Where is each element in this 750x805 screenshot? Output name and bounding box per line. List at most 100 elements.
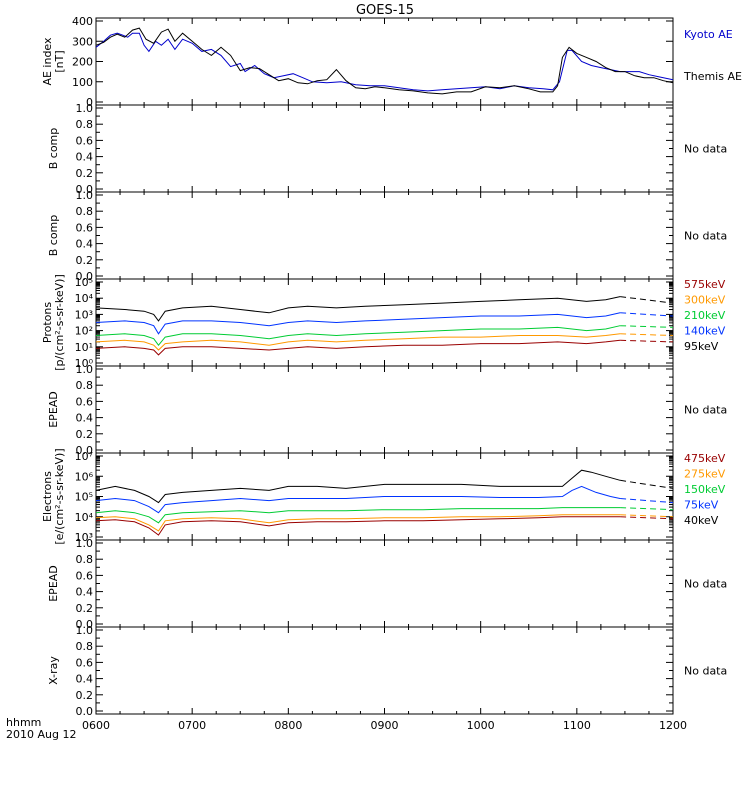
legend-label-95kev: 95keV <box>684 340 719 353</box>
panel-frame <box>95 191 674 280</box>
y-axis-label: EPEAD <box>47 565 60 602</box>
y-tick-label: 0.8 <box>76 379 94 392</box>
series-dashed-475kev <box>620 516 674 520</box>
panel-b1: 0.0 0.2 0.4 0.6 0.8 1.0 B comp No data <box>47 102 727 196</box>
y-tick-label: 10⁴ <box>75 511 94 524</box>
panel-ae: 0 100 200 300 400 AE index [nT] Kyoto AE Themis … <box>41 15 742 109</box>
y-tick-label: 0.4 <box>76 151 94 164</box>
series-line-75kev <box>95 485 621 514</box>
y-tick-label: 200 <box>72 56 93 69</box>
y-axis-label: EPEAD <box>47 391 60 428</box>
y-tick-label: 0.4 <box>76 586 94 599</box>
y-tick-label: 0.4 <box>76 238 94 251</box>
series-line-210kev <box>95 325 621 347</box>
y-tick-label: 0.6 <box>76 569 94 582</box>
legend-label-575kev: 575keV <box>684 278 726 291</box>
y-axis-label: AE index <box>41 37 54 86</box>
panel-frame <box>95 17 674 106</box>
y-tick-label: 10⁶ <box>75 470 94 483</box>
y-tick-label: 0.0 <box>76 444 94 457</box>
no-data-label: No data <box>684 143 727 156</box>
no-data-label: No data <box>684 665 727 678</box>
series-line-300kev <box>95 333 621 351</box>
series-line-themis-ae <box>95 27 674 95</box>
y-tick-label: 0.0 <box>76 183 94 196</box>
legend-label-150kev: 150keV <box>684 483 726 496</box>
footer-time-label: hhmm <box>6 716 41 729</box>
panel-frame <box>95 365 674 454</box>
legend-label-themis-ae: Themis AE <box>683 70 742 83</box>
legend-label-40kev: 40keV <box>684 514 719 527</box>
x-tick-label: 1100 <box>563 719 591 732</box>
y-tick-label: 10⁷ <box>75 450 93 463</box>
series-dashed-275kev <box>620 514 674 518</box>
series-line-40kev <box>95 469 621 504</box>
figure-title: GOES-15 <box>356 3 414 18</box>
legend-label-300kev: 300keV <box>684 294 726 307</box>
y-tick-label: 1.0 <box>76 189 94 202</box>
y-tick-label: 0.8 <box>76 205 94 218</box>
series-dashed-210kev <box>620 325 674 328</box>
legend-label-75kev: 75keV <box>684 499 719 512</box>
x-tick-label: 0700 <box>178 719 206 732</box>
y-tick-label: 0.4 <box>76 412 94 425</box>
x-tick-label: 1200 <box>659 719 687 732</box>
y-tick-label: 0.8 <box>76 553 94 566</box>
legend-label-140kev: 140keV <box>684 325 726 338</box>
y-tick-label: 0.2 <box>76 167 94 180</box>
y-tick-label: 10⁴ <box>75 292 94 305</box>
y-axis-label: B comp <box>47 215 60 257</box>
series-dashed-150kev <box>620 507 674 511</box>
series-line-140kev <box>95 312 621 335</box>
series-line-150kev <box>95 507 621 524</box>
y-tick-label: 400 <box>72 15 93 28</box>
y-tick-label: 10³ <box>75 308 93 321</box>
y-tick-label: 0.4 <box>76 673 94 686</box>
panel-protons: 10⁰ 10¹ 10² 10³ 10⁴ 10⁵ Protons [p/(cm²-s-sr-ke… <box>41 274 726 371</box>
y-tick-label: 10² <box>75 325 93 338</box>
y-tick-label: 1.0 <box>76 363 94 376</box>
series-line-575kev <box>95 339 621 356</box>
panel-electrons: 10³ 10⁴ 10⁵ 10⁶ 10⁷ Electrons [e/(cm²-s-sr-keV… <box>41 448 726 544</box>
y-tick-label: 300 <box>72 35 93 48</box>
series-dashed-575kev <box>620 339 674 343</box>
y-tick-label: 0.2 <box>76 602 94 615</box>
legend-label-275kev: 275keV <box>684 468 726 481</box>
y-axis-label: B comp <box>47 128 60 170</box>
footer-date-label: 2010 Aug 12 <box>6 728 76 741</box>
series-line-95kev <box>95 296 621 322</box>
no-data-label: No data <box>684 404 727 417</box>
series-dashed-140kev <box>620 312 674 317</box>
panel-xray: 0.0 0.2 0.4 0.6 0.8 1.0 X-ray No data 0600 0700 08… <box>47 624 727 732</box>
no-data-label: No data <box>684 230 727 243</box>
y-tick-label: 1.0 <box>76 102 94 115</box>
panel-frame <box>95 104 674 193</box>
panel-frame <box>95 626 674 715</box>
legend-label-kyoto-ae: Kyoto AE <box>684 28 733 41</box>
series-dashed-75kev <box>620 498 674 504</box>
y-tick-label: 0.8 <box>76 640 94 653</box>
y-tick-label: 0 <box>86 96 93 109</box>
y-tick-label: 10³ <box>75 531 93 544</box>
y-tick-label: 0.2 <box>76 428 94 441</box>
panel-frame <box>95 278 674 367</box>
y-tick-label: 1.0 <box>76 537 94 550</box>
panel-epead2: 0.0 0.2 0.4 0.6 0.8 1.0 EPEAD No data <box>47 537 727 631</box>
y-axis-label: X-ray <box>47 656 60 685</box>
y-tick-label: 10⁵ <box>75 276 93 289</box>
x-tick-label: 0900 <box>371 719 399 732</box>
y-tick-label: 0.6 <box>76 134 94 147</box>
y-axis-label: Protons <box>41 302 54 343</box>
y-tick-label: 0.8 <box>76 118 94 131</box>
y-tick-label: 10⁵ <box>75 491 93 504</box>
y-tick-label: 0.0 <box>76 705 94 718</box>
x-tick-label: 0600 <box>82 719 110 732</box>
x-tick-label: 1000 <box>467 719 495 732</box>
no-data-label: No data <box>684 578 727 591</box>
y-tick-label: 0.6 <box>76 656 94 669</box>
y-tick-label: 0.2 <box>76 689 94 702</box>
x-tick-label: 0800 <box>274 719 302 732</box>
y-axis-label: [e/(cm²-s-sr-keV)] <box>53 448 66 544</box>
series-dashed-40kev <box>620 479 674 489</box>
series-dashed-95kev <box>620 296 674 304</box>
